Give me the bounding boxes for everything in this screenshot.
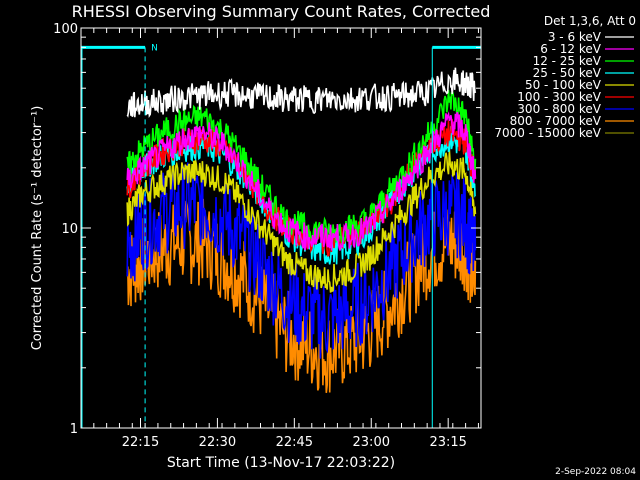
series-line xyxy=(126,161,477,359)
legend-label: 800 - 7000 keV xyxy=(510,114,602,128)
x-tick-label: 23:15 xyxy=(429,435,466,450)
legend-label: 6 - 12 keV xyxy=(540,42,602,56)
x-tick-label: 22:45 xyxy=(276,435,313,450)
x-tick-label: 22:30 xyxy=(199,435,236,450)
footer-date: 2-Sep-2022 08:04 xyxy=(555,467,636,477)
legend-label: 50 - 100 keV xyxy=(525,78,602,92)
legend-label: 300 - 800 keV xyxy=(517,102,601,116)
series-line xyxy=(126,150,477,293)
series-layer xyxy=(126,67,477,393)
y-tick-label: 10 xyxy=(61,222,78,237)
legend-label: 12 - 25 keV xyxy=(533,54,602,68)
y-axis-label: Corrected Count Rate (s⁻¹ detector⁻¹) xyxy=(30,106,45,351)
legend-label: 3 - 6 keV xyxy=(548,30,602,44)
series-line xyxy=(126,67,477,119)
x-tick-label: 22:15 xyxy=(122,435,159,450)
y-tick-label: 100 xyxy=(53,22,78,37)
x-tick-label: 23:00 xyxy=(353,435,390,450)
chart-title: RHESSI Observing Summary Count Rates, Co… xyxy=(72,2,491,21)
x-axis-ticks: 22:15 22:30 22:45 23:00 23:15 xyxy=(80,28,479,450)
flag-label: N xyxy=(151,43,158,53)
legend-label: 7000 - 15000 keV xyxy=(494,126,601,140)
y-axis-ticks: 1 10 100 xyxy=(53,22,481,437)
y-tick-label: 1 xyxy=(70,422,78,437)
legend-header: Det 1,3,6, Att 0 xyxy=(544,14,636,28)
legend-label: 25 - 50 keV xyxy=(533,66,602,80)
series-line xyxy=(126,111,477,251)
x-axis-label: Start Time (13-Nov-17 22:03:22) xyxy=(167,455,395,471)
legend-label: 100 - 300 keV xyxy=(517,90,601,104)
